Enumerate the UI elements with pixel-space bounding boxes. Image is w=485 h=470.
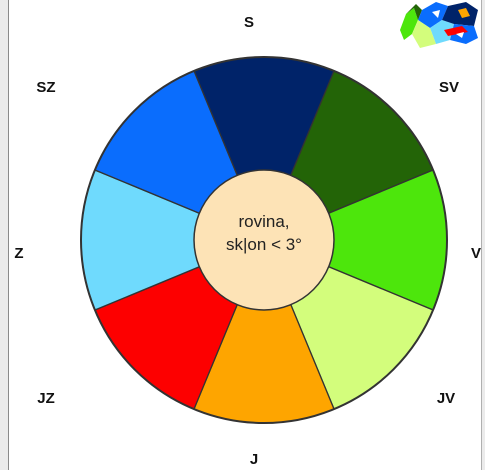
- label-jz: JZ: [37, 390, 55, 407]
- center-disc-flat: [193, 169, 335, 311]
- label-v: V: [471, 245, 481, 262]
- right-window-border: [481, 0, 485, 470]
- outer-ring: [80, 56, 448, 424]
- label-z: Z: [14, 245, 23, 262]
- label-s: S: [244, 14, 254, 31]
- label-j: J: [250, 451, 258, 468]
- label-jv: JV: [437, 390, 455, 407]
- label-sv: SV: [439, 79, 459, 96]
- center-label-line1: rovina,: [238, 212, 289, 231]
- aspect-map-thumbnail-icon: [396, 0, 480, 52]
- label-sz: SZ: [36, 79, 55, 96]
- center-label-line2: sk|on < 3°: [226, 235, 302, 254]
- left-window-border: [0, 0, 9, 470]
